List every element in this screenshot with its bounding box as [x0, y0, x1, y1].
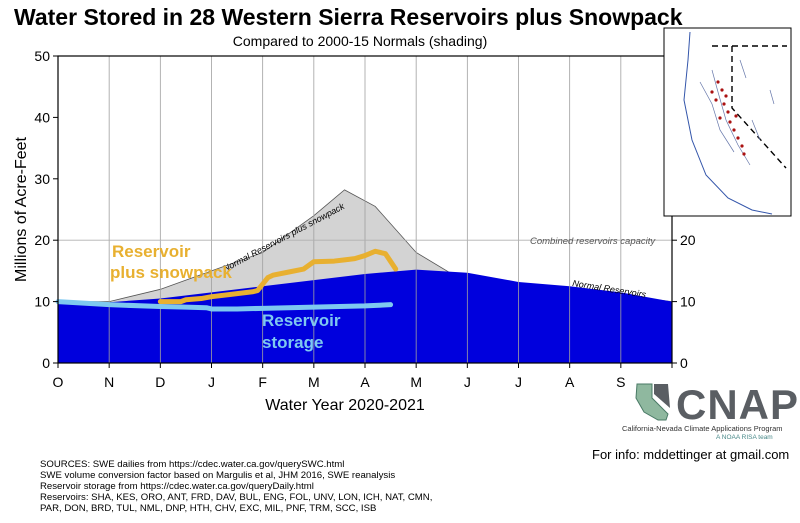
x-tick-label: F — [258, 374, 267, 390]
reservoir-storage-label: storage — [262, 333, 323, 352]
source-line: Reservoir storage from https://cdec.wate… — [40, 481, 314, 492]
reservoir-dot — [732, 128, 736, 132]
x-tick-label: J — [515, 374, 522, 390]
source-line: Reservoirs: SHA, KES, ORO, ANT, FRD, DAV… — [40, 492, 433, 503]
reservoir-dot — [720, 88, 724, 92]
y-tick-label: 10 — [34, 294, 50, 310]
reservoir-dot — [710, 90, 714, 94]
reservoir-plus-snowpack-line — [157, 248, 399, 305]
chart-title: Water Stored in 28 Western Sierra Reserv… — [14, 4, 683, 30]
reservoir-storage-line — [55, 299, 394, 312]
inset-map — [663, 27, 792, 217]
inset-frame — [663, 27, 792, 217]
chart-subtitle: Compared to 2000-15 Normals (shading) — [232, 33, 488, 49]
reservoir-dot — [724, 94, 728, 98]
coastline — [683, 31, 773, 215]
reservoir-dot — [714, 98, 718, 102]
y-tick-label: 0 — [42, 355, 50, 371]
cnap-tagline: A NOAA RISA team — [716, 434, 773, 441]
river-line — [699, 81, 735, 153]
x-tick-label: J — [464, 374, 471, 390]
river-line — [739, 59, 775, 141]
cnap-logo-text: CNAP — [676, 381, 800, 428]
x-tick-label: M — [308, 374, 320, 390]
x-axis-label: Water Year 2020-2021 — [265, 397, 425, 414]
cnap-logo-mark — [635, 383, 670, 421]
x-tick-label: A — [565, 374, 575, 390]
source-line: SWE volume conversion factor based on Ma… — [40, 470, 396, 481]
right-y-tick-label: 20 — [680, 232, 696, 248]
reservoir-dot — [722, 102, 726, 106]
reservoir-dot — [726, 110, 730, 114]
reservoir-dot — [728, 120, 732, 124]
source-line: SOURCES: SWE dailies from https://cdec.w… — [40, 459, 345, 470]
reservoir-snowpack-label: plus snowpack — [110, 263, 232, 282]
x-tick-label: N — [104, 374, 114, 390]
x-tick-label: M — [410, 374, 422, 390]
reservoir-dot — [716, 80, 720, 84]
y-tick-label: 50 — [34, 48, 50, 64]
right-y-tick-label: 10 — [680, 294, 696, 310]
cnap-full-name: California-Nevada Climate Applications P… — [622, 424, 783, 433]
contact-info: For info: mddettinger at gmail.com — [592, 447, 790, 462]
y-tick-label: 20 — [34, 232, 50, 248]
reservoir-dot — [736, 136, 740, 140]
x-tick-label: J — [208, 374, 215, 390]
y-axis-label: Millions of Acre-Feet — [13, 136, 30, 281]
reservoir-dot — [734, 114, 738, 118]
state-border — [731, 46, 787, 169]
right-y-tick-label: 0 — [680, 355, 688, 371]
california-shape — [635, 383, 669, 421]
river-line — [711, 69, 751, 166]
y-tick-label: 30 — [34, 171, 50, 187]
x-tick-label: A — [360, 374, 370, 390]
x-tick-label: O — [53, 374, 64, 390]
reservoir-snowpack-label: Reservoir — [112, 242, 191, 261]
reservoir-storage-label: Reservoir — [262, 311, 341, 330]
nevada-shape — [654, 384, 670, 408]
x-tick-label: D — [155, 374, 165, 390]
reservoir-dot — [740, 144, 744, 148]
line-layer — [55, 248, 399, 312]
reservoir-dot — [742, 152, 746, 156]
sources-block: SOURCES: SWE dailies from https://cdec.w… — [40, 459, 432, 514]
source-line: PAR, DON, BRD, TUL, NML, DNP, HTH, CHV, … — [40, 503, 377, 514]
grid-layer — [58, 56, 672, 363]
reservoir-dot — [718, 116, 722, 120]
capacity-label: Combined reservoirs capacity — [530, 236, 656, 247]
x-tick-label: S — [616, 374, 625, 390]
y-tick-label: 40 — [34, 109, 50, 125]
